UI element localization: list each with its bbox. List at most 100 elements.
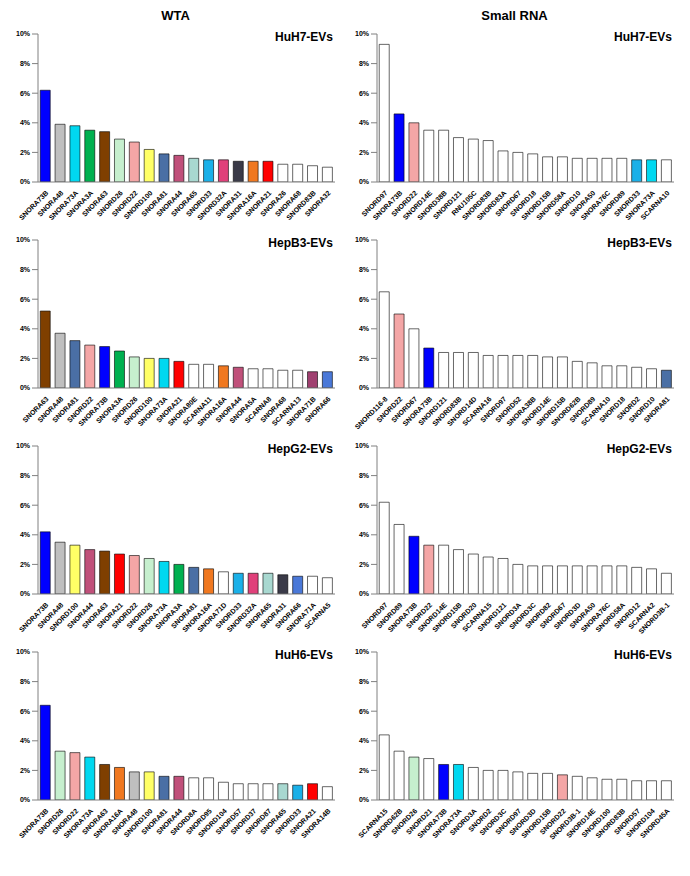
svg-text:4%: 4% [359,737,370,744]
svg-text:SNORA16A: SNORA16A [195,395,228,428]
svg-text:10%: 10% [355,442,370,449]
svg-text:10%: 10% [355,648,370,655]
svg-text:SNORD14D: SNORD14D [445,395,478,428]
svg-text:8%: 8% [359,266,370,273]
svg-text:SCARNA13: SCARNA13 [270,395,303,427]
svg-text:SNORD45A: SNORD45A [639,807,671,839]
svg-text:SNORD121: SNORD121 [431,189,463,221]
svg-text:SNORD83A: SNORD83A [475,189,508,222]
svg-text:10%: 10% [16,442,31,449]
svg-text:10%: 10% [16,648,31,655]
svg-text:SNORA73B: SNORA73B [17,189,50,222]
svg-text:0%: 0% [20,590,31,597]
svg-text:SNORA80E: SNORA80E [166,395,199,427]
svg-text:6%: 6% [20,708,31,715]
svg-text:SNORA16A: SNORA16A [225,189,258,222]
svg-text:SNORD3B-1: SNORD3B-1 [637,601,671,635]
svg-text:SNORA38B: SNORA38B [505,395,538,428]
svg-text:SNORA73A: SNORA73A [47,189,80,222]
svg-text:SNORA81: SNORA81 [642,395,670,423]
svg-text:2%: 2% [20,149,31,156]
svg-text:SNORA14B: SNORA14B [300,807,332,839]
svg-text:SNORA73A: SNORA73A [624,189,656,222]
svg-text:SNORD3B-1: SNORD3B-1 [548,807,582,841]
svg-text:SNORA66: SNORA66 [303,395,331,423]
svg-text:0%: 0% [20,796,31,803]
svg-text:0%: 0% [359,590,370,597]
svg-text:SNORD83B: SNORD83B [285,189,317,222]
svg-text:SNORD83B: SNORD83B [460,189,493,222]
svg-text:SNORA73B: SNORA73B [17,601,50,634]
svg-text:SNORD83B: SNORD83B [594,807,627,840]
svg-text:0%: 0% [359,178,370,185]
svg-text:8%: 8% [359,60,370,67]
svg-text:6%: 6% [359,296,370,303]
svg-text:SNORA73B: SNORA73B [77,395,109,428]
svg-text:SNORD15B: SNORD15B [534,395,567,428]
svg-text:10%: 10% [355,30,370,37]
svg-text:2%: 2% [20,767,31,774]
svg-text:6%: 6% [359,708,370,715]
svg-text:4%: 4% [359,531,370,538]
svg-text:SCARNA16: SCARNA16 [461,395,493,427]
svg-text:4%: 4% [20,119,31,126]
svg-text:SCARNA5: SCARNA5 [303,601,332,630]
svg-text:2%: 2% [359,149,370,156]
svg-text:SNORA73A: SNORA73A [136,395,169,428]
svg-text:4%: 4% [359,119,370,126]
svg-text:8%: 8% [20,472,31,479]
svg-text:SNORA73B: SNORA73B [386,601,419,634]
svg-text:SNORA73B: SNORA73B [371,189,404,222]
svg-text:10%: 10% [16,30,31,37]
svg-text:2%: 2% [359,767,370,774]
svg-text:SNORD62B: SNORD62B [371,807,404,840]
svg-text:4%: 4% [359,325,370,332]
svg-text:SCARNA11: SCARNA11 [181,395,213,427]
svg-text:SNORD14E: SNORD14E [401,189,434,221]
svg-text:SNORA71D: SNORA71D [195,601,228,634]
svg-text:2%: 2% [359,355,370,362]
svg-text:10%: 10% [355,236,370,243]
svg-text:SNORD116-8: SNORD116-8 [353,395,389,431]
svg-text:0%: 0% [20,384,31,391]
svg-text:SNORA73A: SNORA73A [136,601,169,634]
svg-text:SNORA76C: SNORA76C [579,189,612,222]
svg-text:8%: 8% [20,60,31,67]
svg-text:6%: 6% [20,90,31,97]
svg-text:8%: 8% [359,678,370,685]
svg-text:6%: 6% [359,90,370,97]
svg-text:SCARNA10: SCARNA10 [639,189,671,221]
svg-text:SNORD62B: SNORD62B [549,395,582,428]
svg-text:2%: 2% [20,561,31,568]
svg-text:SNORA32: SNORA32 [303,189,331,217]
svg-text:SNORD83B: SNORD83B [431,395,463,428]
svg-text:0%: 0% [359,384,370,391]
svg-text:SNORD100: SNORD100 [122,395,154,427]
svg-text:SNORA73B: SNORA73B [17,807,50,840]
svg-text:8%: 8% [20,678,31,685]
svg-text:2%: 2% [20,355,31,362]
svg-text:SNORD58A: SNORD58A [534,189,567,222]
svg-text:SNORD58A: SNORD58A [594,601,627,634]
svg-text:SNORD32A: SNORD32A [195,189,228,222]
svg-text:SNORA76C: SNORA76C [579,601,612,634]
svg-text:6%: 6% [20,296,31,303]
svg-text:10%: 10% [16,236,31,243]
svg-text:SNORD15B: SNORD15B [520,189,552,222]
svg-text:0%: 0% [359,796,370,803]
svg-text:6%: 6% [359,502,370,509]
svg-text:4%: 4% [20,531,31,538]
svg-text:SNORD100: SNORD100 [122,189,154,221]
svg-text:SNORD32A: SNORD32A [225,601,258,634]
svg-text:SNORA73A: SNORA73A [62,807,95,840]
svg-text:SNORD38B: SNORD38B [416,189,448,222]
svg-text:4%: 4% [20,325,31,332]
svg-text:8%: 8% [359,472,370,479]
svg-text:4%: 4% [20,737,31,744]
svg-text:SNORA73B: SNORA73B [401,395,434,428]
svg-text:8%: 8% [20,266,31,273]
svg-text:SNORA71B: SNORA71B [285,395,317,428]
svg-text:2%: 2% [359,561,370,568]
svg-text:0%: 0% [20,178,31,185]
svg-text:6%: 6% [20,502,31,509]
